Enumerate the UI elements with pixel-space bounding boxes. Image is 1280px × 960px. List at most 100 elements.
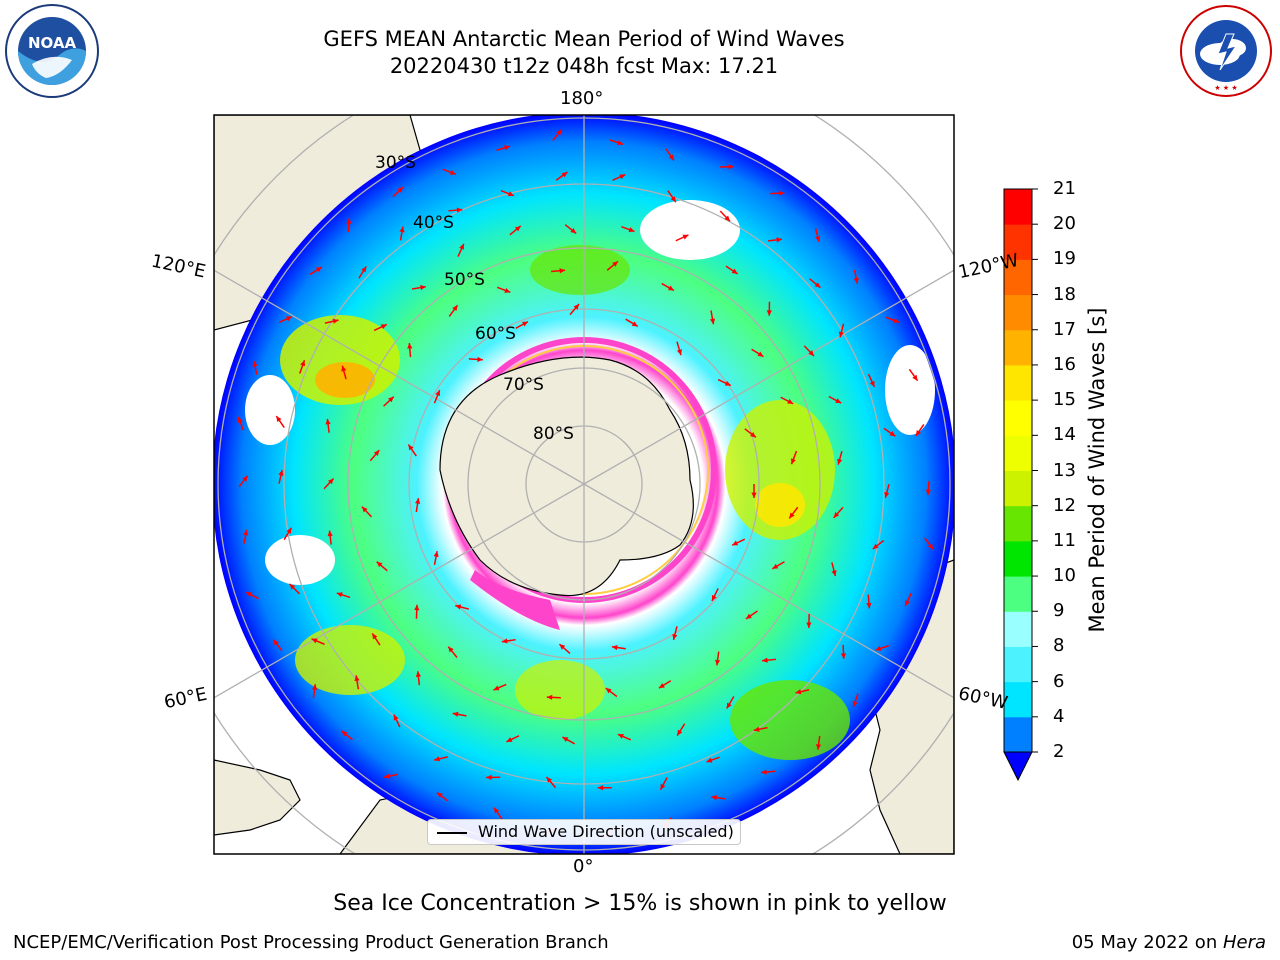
wave-direction-arrowhead bbox=[315, 266, 322, 273]
wave-direction-arrowhead bbox=[456, 207, 463, 213]
wave-direction-arrowhead bbox=[617, 140, 624, 146]
wave-direction-arrowhead bbox=[835, 398, 842, 404]
lat-label-60s: 60°S bbox=[475, 324, 516, 344]
wave-direction-arrowhead bbox=[388, 396, 394, 403]
wave-direction-arrowhead bbox=[757, 351, 764, 357]
wave-direction-arrowhead bbox=[493, 685, 500, 691]
wave-direction-arrowhead bbox=[414, 604, 420, 611]
wave-direction-arrowhead bbox=[852, 700, 858, 707]
colorbar-segment bbox=[1004, 470, 1032, 507]
wave-direction-arrowhead bbox=[311, 638, 318, 644]
wave-direction-arrowhead bbox=[597, 785, 604, 791]
wave-direction-arrowhead bbox=[452, 711, 459, 717]
wave-direction-arrowhead bbox=[361, 506, 368, 513]
wave-direction-arrowhead bbox=[731, 268, 738, 274]
wave-direction-arrowhead bbox=[776, 237, 783, 243]
wave-direction-arrowhead bbox=[311, 684, 318, 690]
lat-label-30s: 30°S bbox=[375, 153, 416, 173]
colorbar-tick-label: 9 bbox=[1053, 600, 1065, 622]
wave-direction-arrowhead bbox=[884, 491, 890, 498]
colorbar-segment bbox=[1004, 611, 1032, 647]
wave-direction-arrowhead bbox=[327, 530, 333, 537]
wave-direction-arrowhead bbox=[658, 683, 665, 689]
wave-direction-arrowhead bbox=[346, 218, 352, 224]
wave-direction-arrowhead bbox=[617, 733, 624, 739]
wave-direction-arrowhead bbox=[787, 398, 794, 404]
wave-direction-arrowhead bbox=[761, 769, 767, 775]
wave-direction-arrowhead bbox=[668, 154, 674, 161]
wave-direction-arrowhead bbox=[893, 317, 900, 323]
wave-direction-arrowhead bbox=[724, 215, 730, 222]
wave-direction-arrowhead bbox=[415, 671, 422, 677]
colorbar-segment bbox=[1004, 400, 1032, 436]
svg-text:★ ★ ★: ★ ★ ★ bbox=[1214, 84, 1237, 92]
wave-direction-arrowhead bbox=[619, 174, 626, 180]
wave-direction-arrowhead bbox=[436, 792, 443, 798]
wave-direction-arrowhead bbox=[561, 171, 568, 178]
wave-direction-arrowhead bbox=[682, 234, 689, 240]
wave-direction-arrowhead bbox=[795, 689, 802, 695]
colorbar-segment bbox=[1004, 435, 1032, 471]
colorbar-tick-label: 10 bbox=[1053, 565, 1076, 587]
wave-direction-arrowhead bbox=[506, 737, 513, 742]
legend-label: Wind Wave Direction (unscaled) bbox=[478, 822, 734, 841]
wave-direction-arrowhead bbox=[925, 489, 931, 496]
wave-direction-arrowhead bbox=[751, 492, 757, 498]
wave-direction-arrowhead bbox=[504, 145, 511, 151]
colorbar-tick-label: 8 bbox=[1053, 635, 1065, 657]
wave-direction-arrowhead bbox=[289, 583, 296, 590]
chart-subtitle-run: 20220430 t12z 048h fcst Max: 17.21 bbox=[389, 54, 779, 78]
wave-direction-arrowhead bbox=[724, 380, 731, 386]
wave-direction-arrowhead bbox=[327, 478, 334, 485]
wave-direction-arrowhead bbox=[766, 310, 772, 316]
wave-direction-arrowhead bbox=[559, 644, 566, 650]
colorbar-tick-label: 15 bbox=[1053, 389, 1076, 411]
wave-direction-arrowhead bbox=[399, 226, 405, 233]
legend-line-swatch bbox=[437, 832, 467, 834]
wave-direction-arrowhead bbox=[915, 430, 922, 436]
footer-date: 05 May 2022 on Hera bbox=[1071, 932, 1266, 953]
wave-direction-arrowhead bbox=[745, 613, 752, 619]
colorbar-tick-label: 20 bbox=[1053, 213, 1076, 235]
wave-direction-arrowhead bbox=[243, 529, 249, 536]
wave-direction-arrowhead bbox=[670, 196, 676, 203]
wave-direction-arrowhead bbox=[278, 470, 284, 476]
wave-direction-arrowhead bbox=[237, 416, 243, 423]
colorbar-segment bbox=[1004, 576, 1032, 612]
wave-direction-arrowhead bbox=[709, 318, 716, 325]
wave-direction-arrowhead bbox=[570, 227, 577, 234]
colorbar bbox=[1003, 188, 1038, 782]
svg-text:NOAA: NOAA bbox=[28, 34, 77, 52]
noaa-logo: NOAA bbox=[2, 4, 102, 98]
wave-direction-arrowhead bbox=[276, 416, 282, 422]
wave-direction-arrowhead bbox=[420, 284, 426, 291]
wave-direction-arrowhead bbox=[728, 164, 735, 170]
wave-direction-arrowhead bbox=[376, 561, 383, 568]
colorbar-tick-label: 17 bbox=[1053, 318, 1076, 340]
wave-direction-arrowhead bbox=[605, 688, 612, 694]
wave-direction-arrowhead bbox=[300, 360, 306, 367]
wave-direction-arrowhead bbox=[559, 268, 566, 274]
wave-direction-arrowhead bbox=[434, 756, 440, 762]
wave-direction-arrowhead bbox=[504, 287, 511, 293]
wave-direction-arrowhead bbox=[459, 243, 464, 250]
colorbar-tick-label: 19 bbox=[1053, 248, 1076, 270]
colorbar-segment bbox=[1004, 259, 1032, 296]
wave-direction-arrowhead bbox=[286, 527, 292, 534]
wave-direction-arrowhead bbox=[522, 321, 528, 327]
nws-logo: ★ ★ ★ bbox=[1176, 4, 1276, 98]
wave-direction-arrowhead bbox=[611, 644, 618, 651]
wave-direction-arrowhead bbox=[546, 776, 552, 783]
wave-direction-arrowhead bbox=[325, 418, 331, 425]
lon-label-0: 0° bbox=[573, 856, 594, 877]
wave-direction-arrowhead bbox=[501, 638, 508, 644]
map-legend: Wind Wave Direction (unscaled) bbox=[427, 819, 741, 845]
colorbar-segment bbox=[1004, 716, 1032, 753]
colorbar-tick-label: 12 bbox=[1053, 494, 1076, 516]
wave-direction-arrowhead bbox=[833, 512, 840, 518]
wave-direction-arrowhead bbox=[840, 653, 847, 659]
colorbar-tick-label: 18 bbox=[1053, 283, 1076, 305]
wave-direction-arrowhead bbox=[449, 169, 456, 175]
colorbar-segment bbox=[1004, 294, 1032, 331]
wave-direction-arrowhead bbox=[246, 592, 253, 598]
